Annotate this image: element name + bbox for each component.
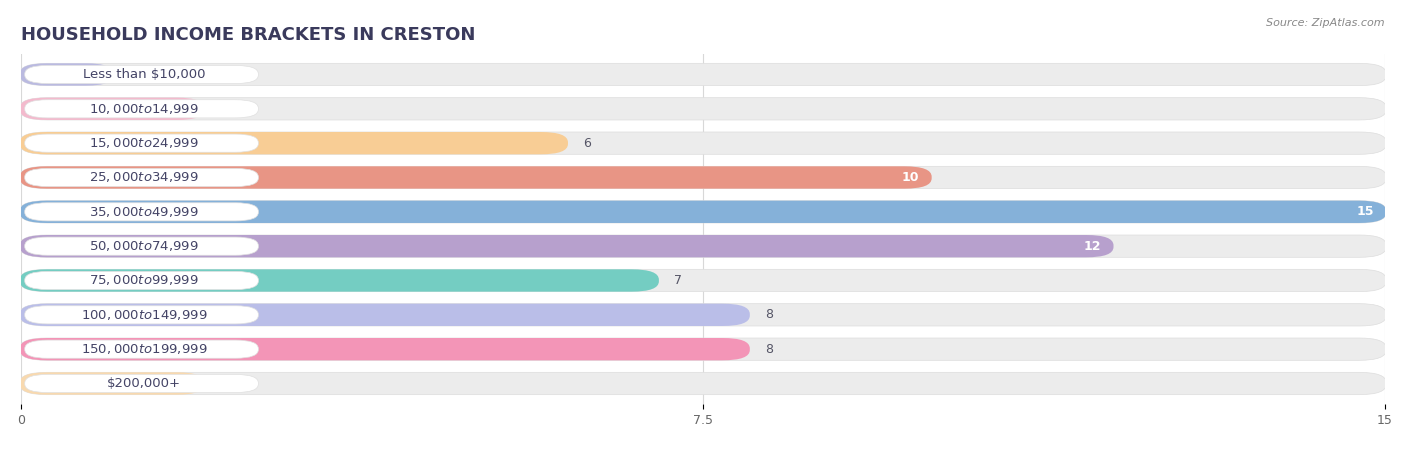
FancyBboxPatch shape — [20, 201, 1386, 223]
FancyBboxPatch shape — [20, 97, 1386, 120]
FancyBboxPatch shape — [25, 203, 259, 221]
Text: 7: 7 — [673, 274, 682, 287]
Text: 2: 2 — [219, 377, 228, 390]
Text: 6: 6 — [583, 136, 591, 150]
FancyBboxPatch shape — [20, 304, 749, 326]
FancyBboxPatch shape — [25, 374, 259, 392]
Text: $10,000 to $14,999: $10,000 to $14,999 — [90, 102, 200, 116]
Text: $35,000 to $49,999: $35,000 to $49,999 — [90, 205, 200, 219]
Text: 8: 8 — [765, 343, 773, 356]
FancyBboxPatch shape — [20, 166, 932, 189]
FancyBboxPatch shape — [20, 132, 1386, 154]
FancyBboxPatch shape — [20, 372, 1386, 395]
FancyBboxPatch shape — [20, 132, 568, 154]
FancyBboxPatch shape — [20, 166, 1386, 189]
Text: $75,000 to $99,999: $75,000 to $99,999 — [90, 273, 200, 287]
FancyBboxPatch shape — [20, 235, 1114, 257]
FancyBboxPatch shape — [20, 304, 1386, 326]
FancyBboxPatch shape — [25, 340, 259, 358]
Text: $25,000 to $34,999: $25,000 to $34,999 — [90, 171, 200, 185]
Text: Less than $10,000: Less than $10,000 — [83, 68, 205, 81]
Text: 1: 1 — [128, 68, 136, 81]
FancyBboxPatch shape — [20, 63, 114, 86]
Text: $150,000 to $199,999: $150,000 to $199,999 — [82, 342, 208, 356]
FancyBboxPatch shape — [20, 235, 1386, 257]
FancyBboxPatch shape — [25, 66, 259, 84]
Text: HOUSEHOLD INCOME BRACKETS IN CRESTON: HOUSEHOLD INCOME BRACKETS IN CRESTON — [21, 26, 475, 44]
FancyBboxPatch shape — [20, 338, 1386, 360]
Text: 2: 2 — [219, 102, 228, 115]
Text: $200,000+: $200,000+ — [107, 377, 181, 390]
FancyBboxPatch shape — [20, 269, 1386, 292]
Text: 10: 10 — [901, 171, 920, 184]
FancyBboxPatch shape — [25, 306, 259, 324]
Text: 12: 12 — [1084, 240, 1101, 253]
FancyBboxPatch shape — [20, 372, 204, 395]
Text: 15: 15 — [1357, 205, 1374, 218]
Text: $50,000 to $74,999: $50,000 to $74,999 — [90, 239, 200, 253]
FancyBboxPatch shape — [20, 97, 204, 120]
FancyBboxPatch shape — [25, 168, 259, 186]
FancyBboxPatch shape — [25, 134, 259, 152]
FancyBboxPatch shape — [20, 269, 659, 292]
FancyBboxPatch shape — [20, 63, 1386, 86]
FancyBboxPatch shape — [20, 201, 1386, 223]
FancyBboxPatch shape — [25, 237, 259, 255]
Text: Source: ZipAtlas.com: Source: ZipAtlas.com — [1267, 18, 1385, 28]
Text: 8: 8 — [765, 308, 773, 321]
FancyBboxPatch shape — [20, 338, 749, 360]
FancyBboxPatch shape — [25, 100, 259, 118]
Text: $15,000 to $24,999: $15,000 to $24,999 — [90, 136, 200, 150]
Text: $100,000 to $149,999: $100,000 to $149,999 — [82, 308, 208, 322]
FancyBboxPatch shape — [25, 272, 259, 290]
